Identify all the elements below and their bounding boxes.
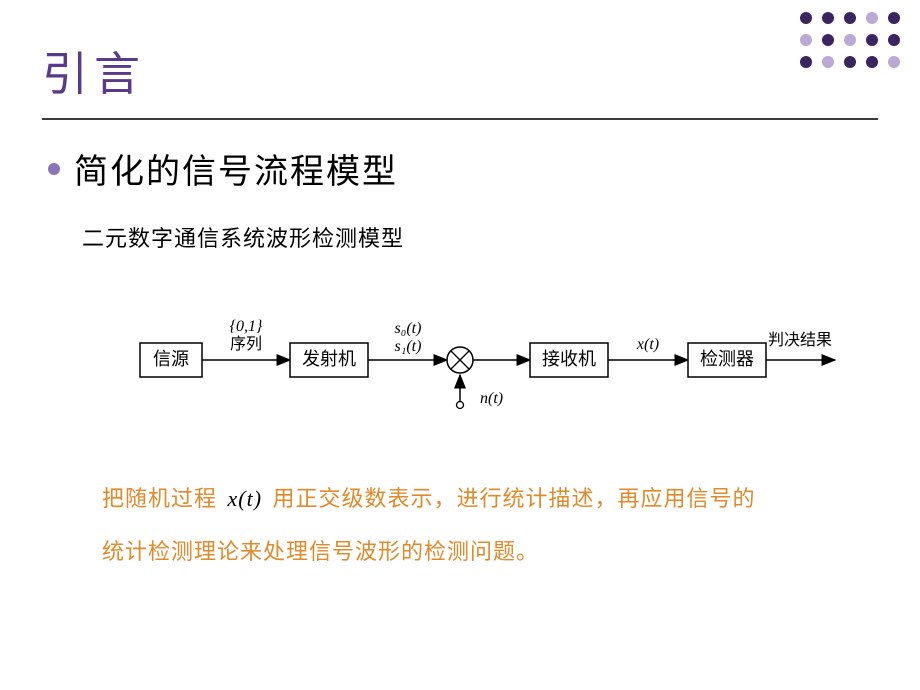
dot-icon [822, 56, 834, 68]
edge-label: 判决结果 [768, 331, 832, 349]
dot-icon [888, 56, 900, 68]
edge-label: {0,1} [230, 318, 263, 335]
dot-icon [844, 34, 856, 46]
node-detector-label: 检测器 [700, 349, 754, 369]
edge-label: x(t) [636, 336, 659, 353]
page-title: 引言 [42, 38, 878, 104]
dot-icon [800, 56, 812, 68]
dot-icon [844, 12, 856, 24]
note-text: 统计检测理论来处理信号波形的检测问题。 [102, 539, 539, 564]
note-text: 用正交级数表示，进行统计描述，再应用信号的 [266, 486, 756, 511]
node-source-label: 信源 [153, 349, 189, 369]
dot-icon [866, 12, 878, 24]
dot-icon [866, 34, 878, 46]
dot-icon [800, 34, 812, 46]
dot-icon [844, 56, 856, 68]
dot-icon [822, 12, 834, 24]
dot-icon [888, 12, 900, 24]
bullet-row: 简化的信号流程模型 [48, 144, 878, 193]
signal-flow-diagram: 信源 {0,1} 序列 发射机 s₀(t) s₁(t) n(t) 接收机 x(t… [80, 283, 840, 433]
sub-heading: 二元数字通信系统波形检测模型 [82, 221, 878, 253]
node-receiver-label: 接收机 [542, 349, 596, 369]
node-noise-port [457, 402, 464, 409]
section-heading: 简化的信号流程模型 [74, 144, 398, 193]
edge-label: 序列 [230, 335, 262, 353]
footnote: 把随机过程 x(t) 用正交级数表示，进行统计描述，再应用信号的 统计检测理论来… [102, 473, 838, 579]
noise-label: n(t) [480, 390, 503, 407]
edge-label: s₁(t) [395, 338, 422, 355]
title-rule [42, 118, 878, 120]
node-transmitter-label: 发射机 [302, 349, 356, 369]
note-math: x(t) [224, 486, 267, 511]
corner-dots [800, 12, 900, 78]
note-text: 把随机过程 [102, 486, 224, 511]
dot-icon [800, 12, 812, 24]
bullet-icon [48, 163, 60, 175]
slide: 引言 简化的信号流程模型 二元数字通信系统波形检测模型 信源 {0,1} 序列 … [0, 0, 920, 690]
dot-icon [866, 56, 878, 68]
edge-label: s₀(t) [395, 320, 422, 337]
dot-icon [822, 34, 834, 46]
dot-icon [888, 34, 900, 46]
